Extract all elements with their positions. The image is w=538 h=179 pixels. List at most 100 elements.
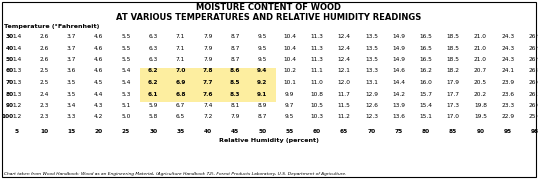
Text: 6.2: 6.2 [148,69,159,74]
Text: 8.7: 8.7 [230,45,240,50]
Text: 14.9: 14.9 [392,34,405,39]
Text: 8.3: 8.3 [230,91,240,96]
Text: Temperature (°Fahrenheit): Temperature (°Fahrenheit) [4,24,100,29]
Text: 1.3: 1.3 [12,69,22,74]
Text: 21.0: 21.0 [474,57,487,62]
Text: 13.9: 13.9 [392,103,405,108]
FancyBboxPatch shape [167,91,194,102]
Text: 100: 100 [2,115,14,120]
Text: 15: 15 [67,129,76,134]
Text: 1.2: 1.2 [12,103,22,108]
Text: 4.3: 4.3 [94,103,103,108]
Text: 50: 50 [6,57,14,62]
Text: 25: 25 [122,129,130,134]
Text: 8.7: 8.7 [258,115,267,120]
Text: 18.5: 18.5 [447,45,459,50]
Text: 90: 90 [6,103,14,108]
Text: 4.6: 4.6 [94,34,103,39]
Text: 10.4: 10.4 [283,45,296,50]
FancyBboxPatch shape [140,67,167,79]
Text: 9.5: 9.5 [258,45,267,50]
Text: 26.8: 26.8 [528,69,538,74]
Text: 5.5: 5.5 [122,57,131,62]
Text: 11.7: 11.7 [338,91,351,96]
Text: 6.3: 6.3 [148,57,158,62]
Text: 20.5: 20.5 [474,80,487,85]
Text: 7.9: 7.9 [203,45,213,50]
Text: 7.1: 7.1 [176,45,185,50]
Text: 9.4: 9.4 [257,69,267,74]
Text: MOISTURE CONTENT OF WOOD: MOISTURE CONTENT OF WOOD [196,3,342,12]
Text: 8.6: 8.6 [230,69,240,74]
Text: 2.6: 2.6 [40,57,49,62]
Text: 90: 90 [477,129,485,134]
Text: 16.5: 16.5 [420,45,433,50]
Text: 10.5: 10.5 [310,103,323,108]
Text: 30: 30 [6,34,14,39]
Text: 9.1: 9.1 [257,91,267,96]
Text: 9.2: 9.2 [257,80,267,85]
Text: 1.3: 1.3 [12,80,22,85]
Text: 1.4: 1.4 [12,34,22,39]
Text: 3.5: 3.5 [67,91,76,96]
Text: 7.8: 7.8 [203,69,213,74]
FancyBboxPatch shape [249,79,276,91]
Text: 8.5: 8.5 [230,80,240,85]
Text: 26.6: 26.6 [528,80,538,85]
Text: 13.5: 13.5 [365,34,378,39]
Text: 26.9: 26.9 [528,34,538,39]
Text: 2.3: 2.3 [40,115,49,120]
Text: 13.6: 13.6 [392,115,405,120]
Text: 16.0: 16.0 [420,80,433,85]
Text: Relative Humidity (percent): Relative Humidity (percent) [219,138,319,143]
Text: 16.5: 16.5 [420,34,433,39]
Text: 8.1: 8.1 [230,103,240,108]
Text: 5.0: 5.0 [122,115,131,120]
Text: 22.9: 22.9 [501,115,514,120]
Text: 10.8: 10.8 [310,91,323,96]
Text: 5.5: 5.5 [122,45,131,50]
Text: 7.2: 7.2 [203,115,213,120]
Text: 12.1: 12.1 [338,69,351,74]
Text: 17.7: 17.7 [447,91,459,96]
Text: 15.4: 15.4 [420,103,433,108]
Text: 11.2: 11.2 [338,115,351,120]
Text: 12.4: 12.4 [338,34,351,39]
FancyBboxPatch shape [140,79,167,91]
Text: 17.3: 17.3 [447,103,459,108]
Text: 80: 80 [6,91,14,96]
Text: 7.1: 7.1 [176,34,185,39]
Text: 1.4: 1.4 [12,57,22,62]
Text: 26.9: 26.9 [528,45,538,50]
Text: 40: 40 [6,45,14,50]
Text: 2.6: 2.6 [40,34,49,39]
Text: 24.1: 24.1 [501,69,514,74]
Text: 5.1: 5.1 [122,103,131,108]
Text: 2.3: 2.3 [40,103,49,108]
Text: 7.1: 7.1 [176,57,185,62]
Text: 15.1: 15.1 [420,115,433,120]
Text: 50: 50 [258,129,266,134]
Text: 7.4: 7.4 [203,103,213,108]
Text: 13.1: 13.1 [365,80,378,85]
Text: 26.9: 26.9 [528,57,538,62]
Text: 3.7: 3.7 [67,45,76,50]
Text: 7.7: 7.7 [203,80,213,85]
Text: 7.9: 7.9 [230,115,240,120]
Text: 4.4: 4.4 [94,91,103,96]
Text: 35: 35 [176,129,185,134]
Text: 11.5: 11.5 [338,103,351,108]
Text: 4.6: 4.6 [94,69,103,74]
Text: 20.2: 20.2 [474,91,487,96]
Text: 4.6: 4.6 [94,45,103,50]
Text: 24.3: 24.3 [501,57,514,62]
Text: 3.6: 3.6 [67,69,76,74]
FancyBboxPatch shape [194,91,222,102]
Text: 65: 65 [340,129,348,134]
FancyBboxPatch shape [167,79,194,91]
Text: 8.7: 8.7 [230,57,240,62]
Text: 16.5: 16.5 [420,57,433,62]
Text: 19.5: 19.5 [474,115,487,120]
Text: 11.3: 11.3 [310,57,323,62]
FancyBboxPatch shape [194,79,222,91]
